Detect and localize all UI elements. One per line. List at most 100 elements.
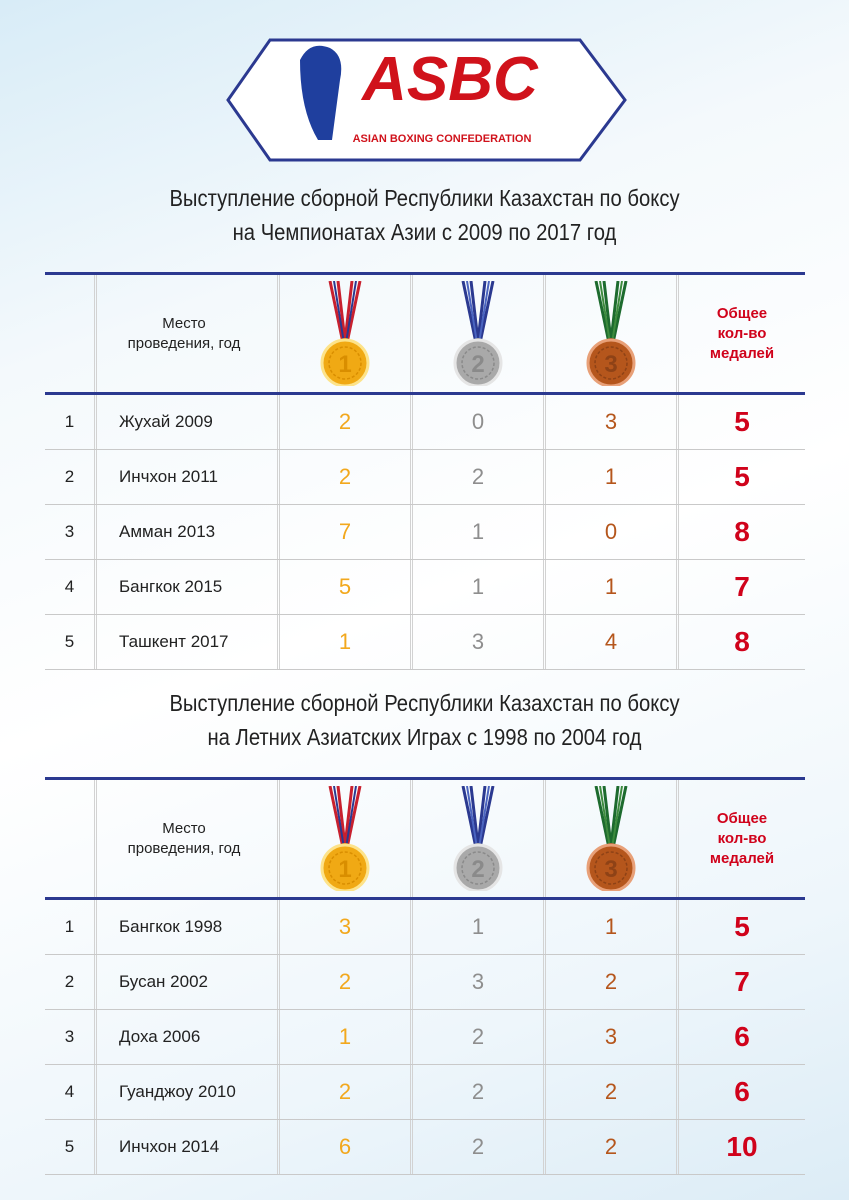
- silver-count: 0: [413, 395, 546, 449]
- bronze-count: 1: [546, 560, 679, 614]
- section-title: Выступление сборной Республики Казахстан…: [169, 185, 680, 211]
- total-count: 5: [734, 911, 750, 942]
- gold-count: 3: [280, 900, 413, 954]
- table-row: 1 Жухай 2009 2 0 3 5: [45, 395, 805, 450]
- table-row: 2 Инчхон 2011 2 2 1 5: [45, 450, 805, 505]
- header-cell: [45, 275, 97, 392]
- bronze-count: 2: [546, 1065, 679, 1119]
- silver-count: 3: [413, 615, 546, 669]
- header-cell: 3: [546, 780, 679, 897]
- gold-count: 1: [280, 615, 413, 669]
- bronze-count: 3: [546, 1010, 679, 1064]
- gold-count: 5: [280, 560, 413, 614]
- row-number: 5: [45, 1120, 97, 1174]
- row-number: 3: [45, 1010, 97, 1064]
- medal-number: 3: [604, 856, 617, 883]
- place-year: Инчхон 2014: [97, 1120, 280, 1174]
- medal-icon: 3: [586, 786, 636, 891]
- gold-count: 2: [280, 395, 413, 449]
- medal-icon: 2: [453, 786, 503, 891]
- medal-icon: 2: [453, 281, 503, 386]
- header-total: Общее кол-во медалей: [709, 304, 775, 362]
- table-row: 4 Гуанджоу 2010 2 2 2 6: [45, 1065, 805, 1120]
- logo: ASBC ASIAN BOXING CONFEDERATION: [226, 38, 627, 162]
- gold-count: 6: [280, 1120, 413, 1174]
- silver-count: 2: [413, 450, 546, 504]
- header-cell: 2: [413, 275, 546, 392]
- bronze-count: 4: [546, 615, 679, 669]
- total-count: 5: [734, 406, 750, 437]
- header-cell: Место проведения, год: [97, 275, 280, 392]
- table-row: 3 Амман 2013 7 1 0 8: [45, 505, 805, 560]
- gold-count: 2: [280, 450, 413, 504]
- gold-count: 7: [280, 505, 413, 559]
- header-row: Место проведения, год 1 2 3 Общее кол-во …: [45, 275, 805, 395]
- bronze-count: 1: [546, 900, 679, 954]
- place-year: Бангкок 1998: [97, 900, 280, 954]
- total-count: 6: [734, 1076, 750, 1107]
- total-count: 6: [734, 1021, 750, 1052]
- logo-glove: [300, 45, 342, 140]
- medal-icon: 1: [320, 786, 370, 891]
- header-place: Место проведения, год: [127, 314, 241, 352]
- medal-icon: 3: [586, 281, 636, 386]
- medal-number: 2: [471, 351, 484, 378]
- medal-icon: 1: [320, 281, 370, 386]
- row-number: 2: [45, 450, 97, 504]
- row-number: 3: [45, 505, 97, 559]
- place-year: Бангкок 2015: [97, 560, 280, 614]
- table: Место проведения, год 1 2 3 Общее кол-во …: [45, 272, 805, 670]
- silver-count: 1: [413, 900, 546, 954]
- place-year: Доха 2006: [97, 1010, 280, 1064]
- row-number: 2: [45, 955, 97, 1009]
- gold-count: 2: [280, 1065, 413, 1119]
- bronze-count: 2: [546, 1120, 679, 1174]
- silver-count: 2: [413, 1010, 546, 1064]
- silver-count: 2: [413, 1120, 546, 1174]
- section-title: на Чемпионатах Азии с 2009 по 2017 год: [232, 219, 617, 245]
- header-cell: 3: [546, 275, 679, 392]
- header-cell: Общее кол-во медалей: [679, 275, 805, 392]
- table-row: 5 Инчхон 2014 6 2 2 10: [45, 1120, 805, 1175]
- gold-count: 2: [280, 955, 413, 1009]
- bronze-count: 2: [546, 955, 679, 1009]
- header-cell: 1: [280, 275, 413, 392]
- table-row: 3 Доха 2006 1 2 3 6: [45, 1010, 805, 1065]
- row-number: 1: [45, 900, 97, 954]
- medal-number: 1: [338, 856, 351, 883]
- total-count: 5: [734, 461, 750, 492]
- total-count: 7: [734, 966, 750, 997]
- header-cell: 1: [280, 780, 413, 897]
- row-number: 1: [45, 395, 97, 449]
- total-count: 8: [734, 516, 750, 547]
- row-number: 4: [45, 1065, 97, 1119]
- place-year: Бусан 2002: [97, 955, 280, 1009]
- medal-number: 2: [471, 856, 484, 883]
- header-cell: Общее кол-во медалей: [679, 780, 805, 897]
- section-title: Выступление сборной Республики Казахстан…: [169, 690, 680, 716]
- medal-number: 1: [338, 351, 351, 378]
- header-cell: Место проведения, год: [97, 780, 280, 897]
- place-year: Гуанджоу 2010: [97, 1065, 280, 1119]
- header-total: Общее кол-во медалей: [709, 809, 775, 867]
- header-place: Место проведения, год: [127, 819, 241, 857]
- row-number: 5: [45, 615, 97, 669]
- gold-count: 1: [280, 1010, 413, 1064]
- bronze-count: 3: [546, 395, 679, 449]
- place-year: Инчхон 2011: [97, 450, 280, 504]
- header-cell: 2: [413, 780, 546, 897]
- header-row: Место проведения, год 1 2 3 Общее кол-во …: [45, 780, 805, 900]
- header-cell: [45, 780, 97, 897]
- total-count: 8: [734, 626, 750, 657]
- logo-subtitle: ASIAN BOXING CONFEDERATION: [353, 133, 532, 145]
- table-row: 1 Бангкок 1998 3 1 1 5: [45, 900, 805, 955]
- place-year: Ташкент 2017: [97, 615, 280, 669]
- bronze-count: 0: [546, 505, 679, 559]
- section-title: на Летних Азиатских Играх с 1998 по 2004…: [207, 724, 642, 750]
- table: Место проведения, год 1 2 3 Общее кол-во …: [45, 777, 805, 1175]
- row-number: 4: [45, 560, 97, 614]
- silver-count: 3: [413, 955, 546, 1009]
- place-year: Жухай 2009: [97, 395, 280, 449]
- table-row: 2 Бусан 2002 2 3 2 7: [45, 955, 805, 1010]
